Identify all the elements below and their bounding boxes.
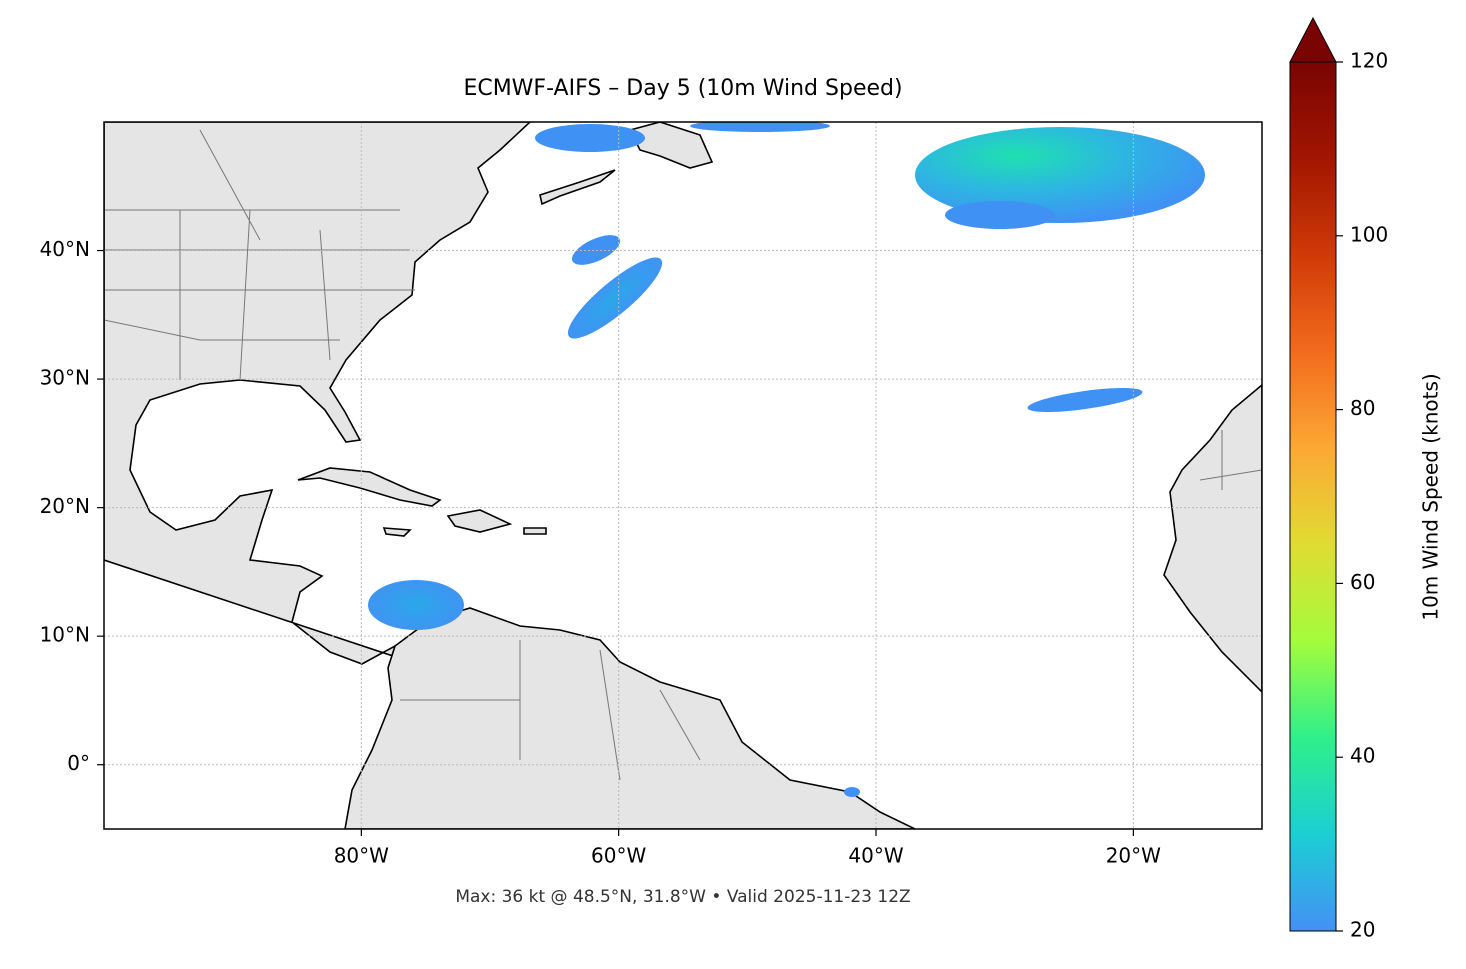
map-area bbox=[104, 122, 1262, 829]
y-tick-label: 0° bbox=[67, 751, 90, 775]
newfoundland bbox=[628, 122, 714, 169]
nova-scotia bbox=[539, 169, 616, 206]
wind-area bbox=[915, 127, 1205, 223]
wind-area bbox=[567, 257, 663, 339]
map-frame bbox=[103, 121, 1263, 830]
hispaniola bbox=[446, 509, 513, 533]
y-tick-label: 40°N bbox=[40, 237, 90, 261]
wind-area bbox=[571, 235, 621, 265]
colorbar-extension bbox=[1289, 16, 1337, 63]
wind-area bbox=[1027, 387, 1143, 413]
africa bbox=[1163, 383, 1262, 694]
y-tick-label: 30°N bbox=[40, 366, 90, 390]
footer: Max: 36 kt @ 48.5°N, 31.8°W • Valid 2025… bbox=[455, 887, 910, 907]
x-tick-label: 40°W bbox=[848, 844, 903, 868]
wind-area bbox=[690, 122, 830, 132]
map-title: ECMWF-AIFS – Day 5 (10m Wind Speed) bbox=[463, 76, 902, 101]
colorbar bbox=[1289, 61, 1337, 932]
x-tick-label: 20°W bbox=[1106, 844, 1161, 868]
colorbar-label: 10m Wind Speed (knots) bbox=[1419, 373, 1443, 620]
wind-area bbox=[368, 580, 464, 630]
north-america bbox=[104, 122, 532, 665]
cuba bbox=[297, 467, 442, 507]
colorbar-tick-label: 40 bbox=[1350, 744, 1375, 768]
jamaica bbox=[382, 527, 412, 537]
x-tick-label: 80°W bbox=[334, 844, 389, 868]
colorbar-tick-label: 100 bbox=[1350, 222, 1388, 246]
wind-area bbox=[535, 124, 645, 152]
colorbar-tick-label: 80 bbox=[1350, 396, 1375, 420]
wind-area bbox=[844, 787, 860, 797]
state-borders bbox=[104, 129, 1262, 781]
colorbar-tick-label: 120 bbox=[1350, 49, 1388, 73]
puerto-rico bbox=[523, 527, 547, 535]
x-tick-label: 60°W bbox=[591, 844, 646, 868]
wind-area bbox=[945, 201, 1055, 229]
y-tick-label: 10°N bbox=[40, 623, 90, 647]
south-america bbox=[344, 607, 916, 829]
colorbar-tick-label: 20 bbox=[1350, 918, 1375, 942]
y-tick-label: 20°N bbox=[40, 494, 90, 518]
colorbar-tick-label: 60 bbox=[1350, 570, 1375, 594]
